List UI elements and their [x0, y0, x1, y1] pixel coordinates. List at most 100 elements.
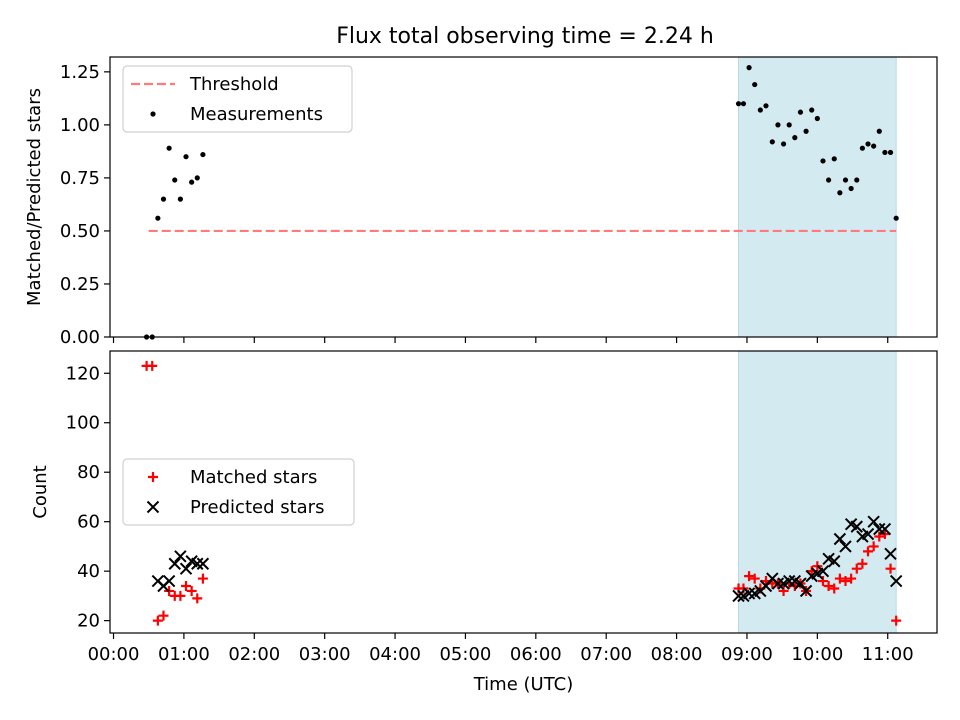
data-point [732, 589, 745, 603]
data-point [162, 574, 176, 588]
data-point [192, 593, 203, 604]
y-tick-label: 0.00 [60, 327, 100, 348]
data-point [757, 107, 763, 113]
data-point [735, 101, 742, 107]
data-point [780, 141, 787, 147]
data-point [763, 103, 769, 109]
data-point [826, 177, 832, 183]
data-point [191, 557, 204, 570]
data-point [885, 563, 896, 574]
legend: Matched stars Predicted stars [122, 458, 355, 526]
x-tick-label: 10:00 [791, 644, 843, 665]
data-point [833, 532, 847, 546]
legend-label: Measurements [190, 104, 323, 125]
bottom-panel: 20 40 60 80 100 120 00:00 01:00 02:00 03:00 04:00 0… [30, 350, 938, 695]
legend-plus-marker [148, 472, 158, 482]
axes-frame [109, 56, 938, 338]
data-point [861, 527, 875, 541]
data-point [186, 585, 197, 596]
series-measurements [143, 65, 899, 340]
legend-dot-marker [150, 111, 156, 117]
data-point [799, 584, 813, 598]
chart-title: Flux total observing time = 2.24 h [336, 24, 714, 49]
x-tick-label: 03:00 [299, 644, 351, 665]
y-tick-label: 60 [77, 512, 100, 533]
x-axis-label: Time (UTC) [473, 674, 574, 695]
legend: Threshold Measurements [122, 65, 353, 133]
y-tick-label: 0.25 [60, 274, 100, 295]
data-point [744, 571, 755, 582]
data-point [840, 576, 851, 587]
data-point [884, 547, 897, 561]
data-point [742, 587, 756, 600]
data-point [200, 151, 206, 158]
data-point [873, 522, 886, 536]
data-point [746, 65, 752, 71]
x-tick-label: 00:00 [88, 644, 140, 665]
data-point [823, 581, 834, 591]
y-axis-label: Count [30, 465, 51, 518]
data-point [867, 515, 880, 528]
data-point [846, 573, 857, 584]
data-point [177, 196, 183, 202]
y-axis-label: Matched/Predicted stars [24, 88, 45, 306]
series-predicted-stars [151, 515, 903, 603]
y-tick-label: 20 [77, 611, 100, 632]
data-point [166, 145, 172, 151]
data-point [809, 107, 815, 113]
data-point [158, 610, 169, 621]
data-point [792, 135, 798, 141]
legend-label: Matched stars [190, 467, 317, 488]
data-point [829, 583, 840, 594]
data-point [803, 128, 809, 134]
data-point [837, 190, 843, 196]
legend-label: Threshold [189, 74, 279, 95]
y-tick-label: 80 [77, 462, 100, 483]
data-point [814, 115, 820, 122]
data-point [194, 175, 200, 181]
y-tick-label: 1.25 [60, 62, 100, 83]
data-point [851, 563, 862, 574]
x-tick-label: 08:00 [651, 644, 703, 665]
data-point [775, 122, 781, 128]
data-point [854, 177, 860, 183]
x-tick-label: 02:00 [228, 644, 280, 665]
y-tick-label: 1.00 [60, 115, 100, 136]
data-point [160, 196, 167, 202]
data-point [181, 581, 192, 591]
data-point [834, 573, 845, 584]
data-point [197, 573, 208, 584]
data-point [868, 541, 879, 552]
data-point [786, 122, 792, 128]
data-point [769, 139, 775, 145]
data-point [850, 520, 863, 533]
data-point [196, 557, 210, 570]
x-tick-label: 09:00 [721, 644, 773, 665]
data-point [179, 562, 193, 575]
top-panel: 0.00 0.25 0.50 0.75 1.00 1.25 Matched/Predicte… [24, 56, 938, 348]
y-tick-label: 120 [66, 363, 100, 384]
data-point [891, 615, 902, 626]
legend-x-marker [146, 500, 160, 514]
data-point [168, 557, 181, 570]
y-tick-label: 0.50 [60, 221, 100, 242]
data-point [778, 585, 789, 596]
data-point [857, 558, 868, 569]
data-point [172, 177, 178, 183]
data-point [749, 573, 760, 584]
data-point [876, 128, 882, 134]
data-point [175, 590, 186, 601]
data-point [740, 101, 747, 107]
data-point [865, 141, 871, 147]
data-point [147, 360, 158, 371]
data-point [887, 149, 894, 156]
observing-span [738, 56, 897, 338]
data-point [797, 109, 804, 115]
data-point [817, 576, 828, 587]
data-point [874, 531, 885, 542]
axes-frame [109, 350, 938, 634]
x-tick-label: 01:00 [158, 644, 210, 665]
data-point [848, 185, 854, 192]
data-point [839, 540, 852, 553]
